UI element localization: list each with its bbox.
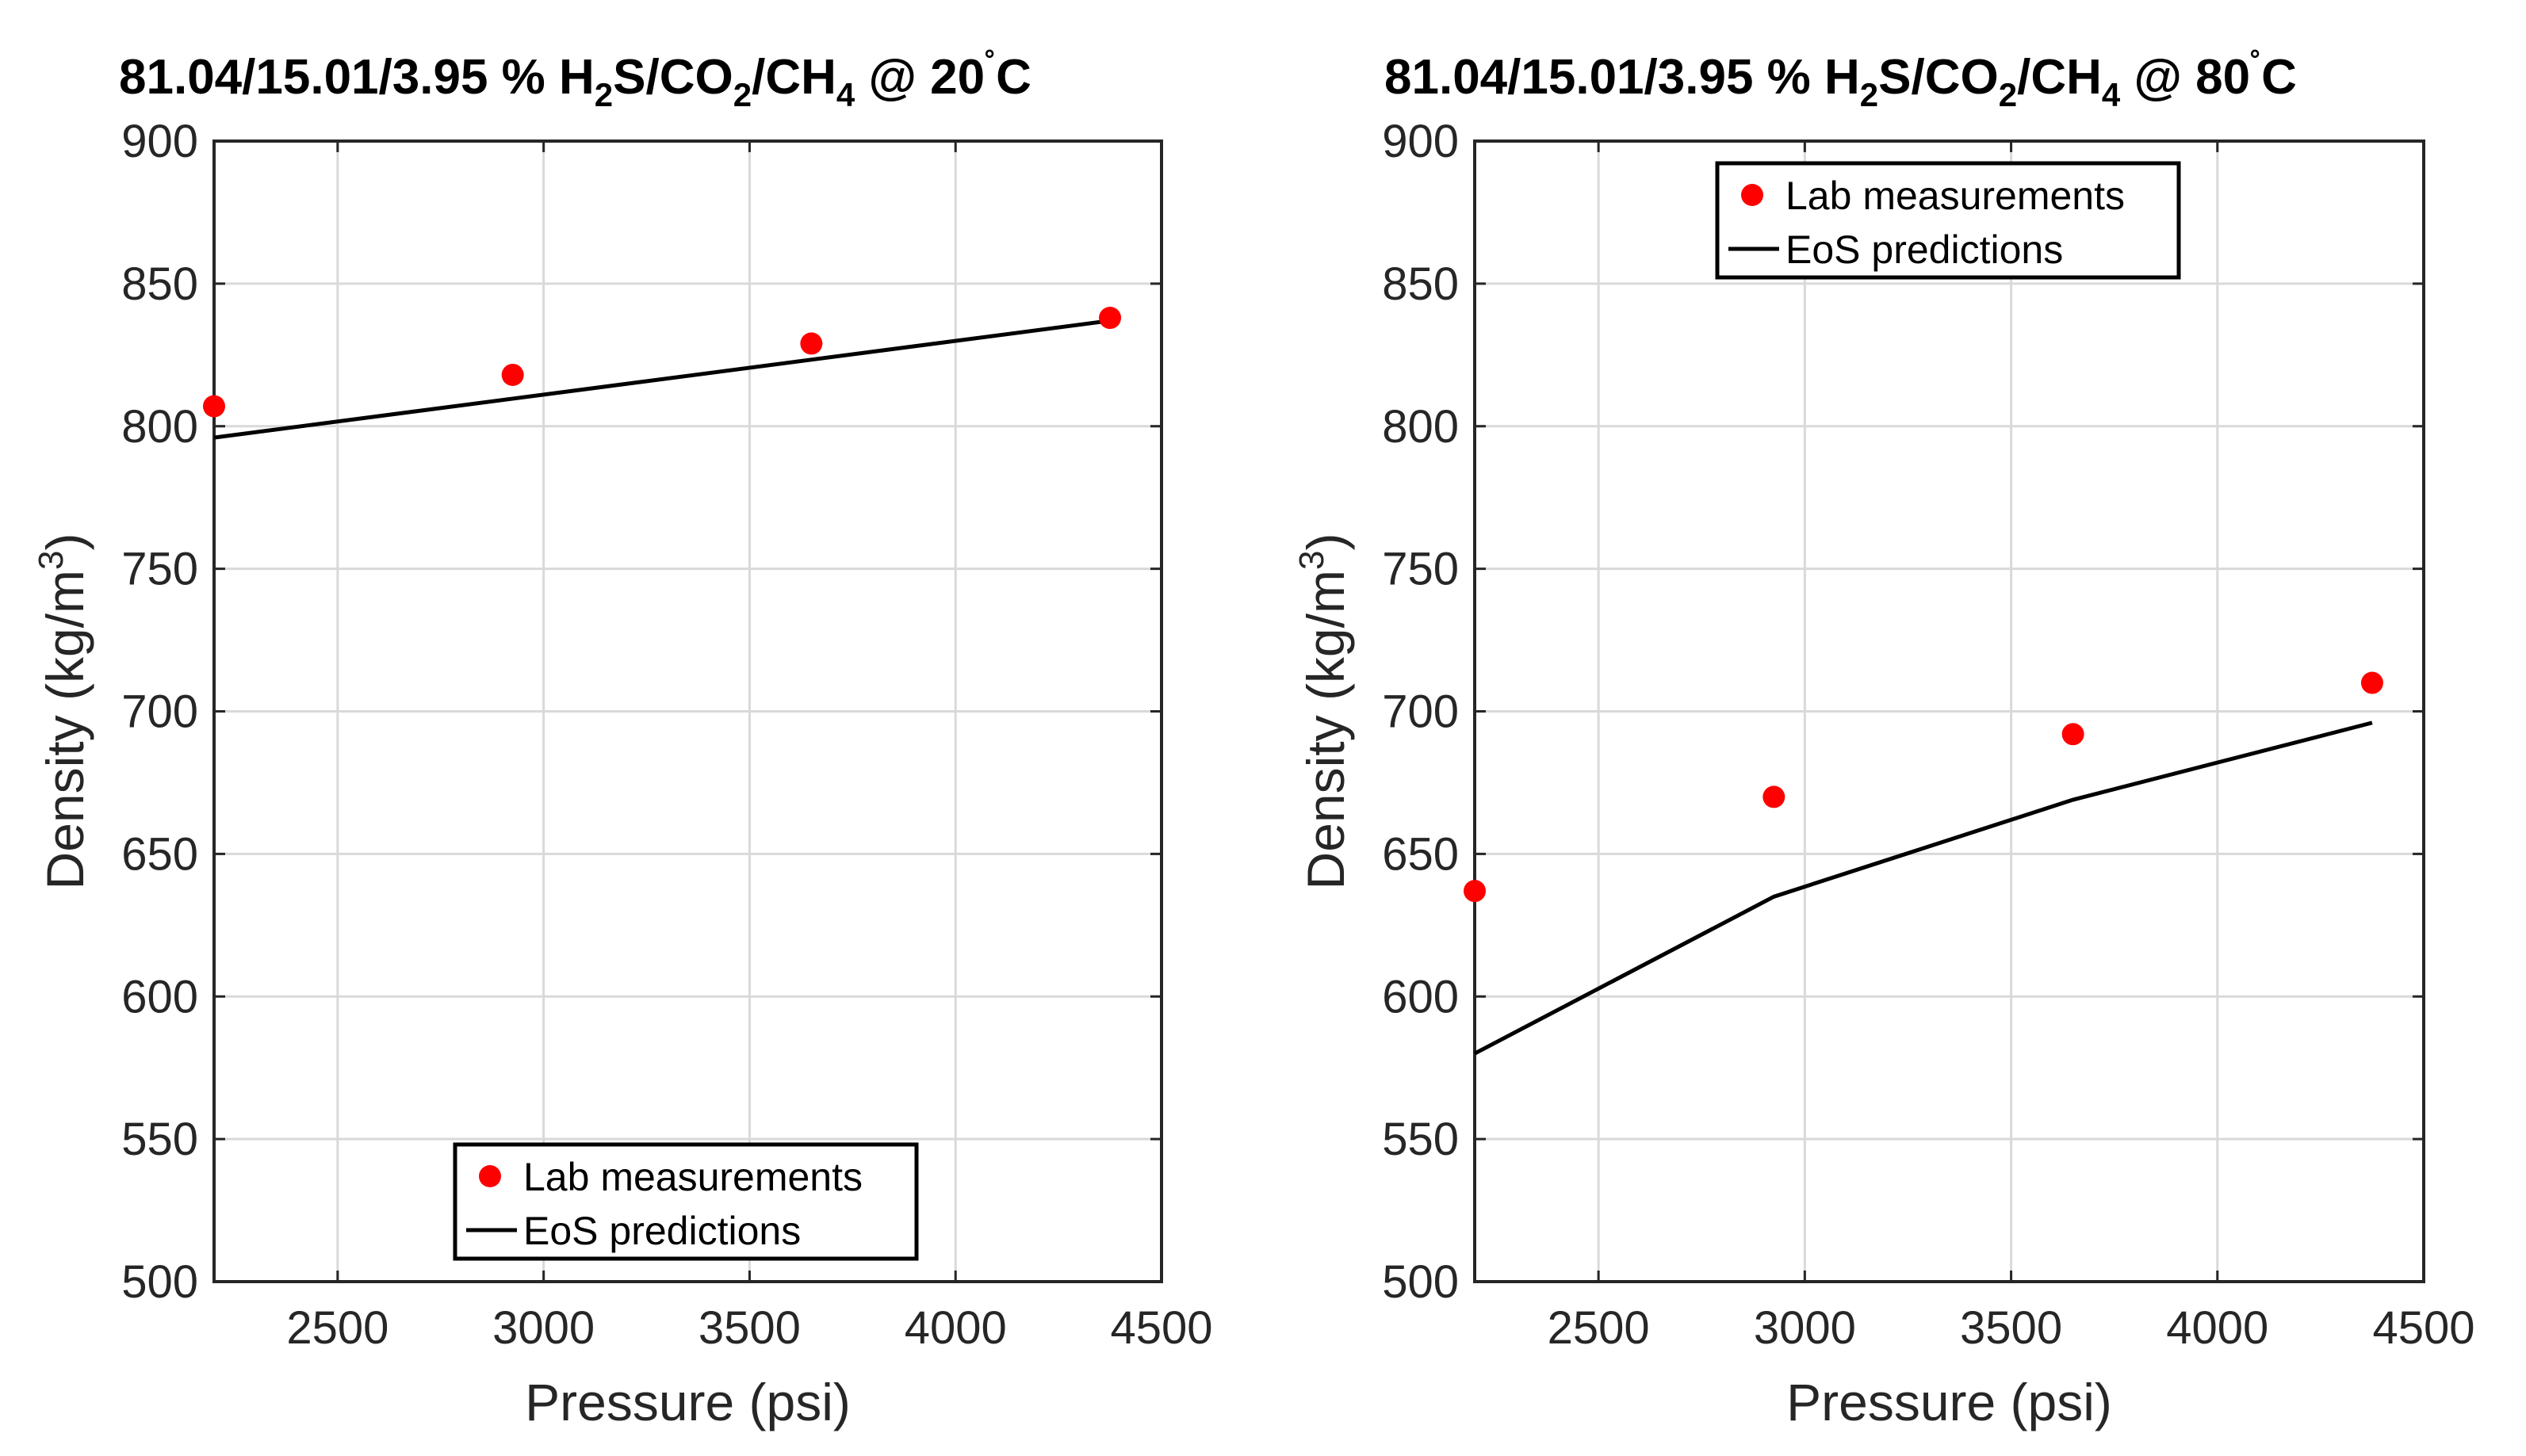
legend-marker-lab — [479, 1165, 501, 1187]
y-axis-label: Density (kg/m3) — [32, 533, 94, 890]
y-axis-label-sup: 3 — [32, 551, 71, 570]
y-tick-label: 750 — [121, 544, 198, 595]
chart-title-part: 4 — [2102, 76, 2121, 113]
legend: Lab measurements EoS predictions — [1715, 161, 2181, 280]
eos-prediction-line — [213, 319, 1111, 440]
legend-label-lab: Lab measurements — [523, 1155, 863, 1199]
y-tick-label: 500 — [121, 1256, 198, 1308]
y-tick-label: 850 — [1382, 258, 1459, 310]
x-axis-label: Pressure (psi) — [1786, 1373, 2112, 1431]
y-tick-label: 650 — [121, 828, 198, 880]
y-tick-label: 800 — [1382, 401, 1459, 453]
y-axis-label-close: ) — [36, 533, 94, 551]
eos-prediction-line — [1473, 720, 2373, 1056]
legend-label-lab: Lab measurements — [1785, 174, 2125, 218]
x-tick-label: 4000 — [905, 1302, 1007, 1354]
chart-title: 81.04/15.01/3.95 % H2S/CO2/CH4 @ 80˚C — [1384, 46, 2297, 113]
chart-title-part: 81.04/15.01/3.95 % H — [1384, 50, 1860, 105]
y-tick-label: 550 — [1382, 1114, 1459, 1165]
y-tick-label: 800 — [121, 401, 198, 453]
chart-title-part: /CH — [2017, 50, 2102, 105]
chart-title-part: C — [2261, 50, 2297, 105]
x-tick-label: 4500 — [1110, 1302, 1212, 1354]
x-tick-label: 4500 — [2372, 1302, 2474, 1354]
y-tick-label: 900 — [1382, 116, 1459, 167]
chart-title-part: ˚ — [2250, 46, 2261, 83]
x-tick-label: 3500 — [1960, 1302, 2062, 1354]
chart-title-part: 2 — [733, 76, 752, 113]
lab-measurement-point — [501, 363, 524, 386]
chart-title-part: S/CO — [1878, 50, 1999, 105]
chart-title-part: S/CO — [613, 50, 733, 105]
y-tick-label: 600 — [121, 971, 198, 1022]
legend-box — [453, 1142, 919, 1261]
legend-label-eos: EoS predictions — [1785, 227, 2063, 272]
chart-title: 81.04/15.01/3.95 % H2S/CO2/CH4 @ 20˚C — [119, 46, 1031, 113]
y-tick-label: 600 — [1382, 971, 1459, 1022]
legend: Lab measurements EoS predictions — [453, 1142, 919, 1261]
chart-title-part: C — [996, 50, 1031, 105]
x-tick-label: 3000 — [1754, 1302, 1856, 1354]
lab-measurement-point — [1464, 880, 1486, 903]
chart-title-part: 4 — [836, 76, 855, 113]
lab-measurement-point — [800, 332, 823, 355]
x-tick-label: 3000 — [492, 1302, 595, 1354]
chart-panel-1: 2500 3000 3500 4000 4500 500 550 600 650 700 750 80… — [32, 46, 1213, 1431]
y-tick-label: 550 — [121, 1114, 198, 1165]
x-tick-label: 3500 — [698, 1302, 801, 1354]
chart-title-part: 81.04/15.01/3.95 % H — [119, 50, 595, 105]
y-tick-label: 700 — [1382, 686, 1459, 738]
x-axis-label: Pressure (psi) — [525, 1373, 851, 1431]
chart-title-part: 2 — [1860, 76, 1878, 113]
y-tick-label: 900 — [121, 116, 198, 167]
y-axis-label-main: Density (kg/m — [36, 570, 94, 889]
chart-title-part: 2 — [595, 76, 613, 113]
lab-measurement-point — [2061, 723, 2084, 746]
lab-measurement-point — [2360, 671, 2383, 694]
chart-panel-2: 2500 3000 3500 4000 4500 500 550 600 650 700 750 80… — [1292, 46, 2475, 1431]
y-tick-label: 850 — [121, 258, 198, 310]
y-tick-label: 750 — [1382, 544, 1459, 595]
y-axis-label-main: Density (kg/m — [1296, 570, 1355, 889]
chart-title-part: /CH — [752, 50, 836, 105]
legend-marker-lab — [1741, 184, 1763, 206]
legend-label-eos: EoS predictions — [523, 1209, 801, 1253]
y-tick-label: 650 — [1382, 828, 1459, 880]
x-tick-label: 2500 — [1548, 1302, 1650, 1354]
lab-measurement-point — [1762, 785, 1785, 808]
y-axis-label-close: ) — [1296, 533, 1355, 551]
y-tick-label: 500 — [1382, 1256, 1459, 1308]
y-axis-label: Density (kg/m3) — [1292, 533, 1355, 890]
chart-title-part: @ 80 — [2120, 50, 2250, 105]
chart-title-part: 2 — [1999, 76, 2017, 113]
lab-measurement-point — [1099, 307, 1122, 330]
lab-measurement-point — [203, 395, 225, 418]
x-tick-label: 4000 — [2166, 1302, 2268, 1354]
chart-title-part: ˚ — [985, 46, 996, 83]
chart-title-part: @ 20 — [855, 50, 985, 105]
y-axis-label-sup: 3 — [1292, 551, 1331, 570]
y-tick-label: 700 — [121, 686, 198, 738]
x-tick-label: 2500 — [286, 1302, 388, 1354]
legend-box — [1715, 161, 2181, 280]
